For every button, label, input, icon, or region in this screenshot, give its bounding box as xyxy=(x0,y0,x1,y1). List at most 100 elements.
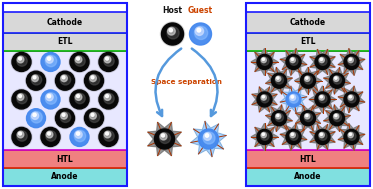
Circle shape xyxy=(54,108,75,129)
Circle shape xyxy=(275,114,283,122)
Circle shape xyxy=(54,70,75,91)
Polygon shape xyxy=(295,106,320,131)
Polygon shape xyxy=(280,124,307,150)
Circle shape xyxy=(349,133,351,136)
Circle shape xyxy=(99,53,118,71)
Circle shape xyxy=(98,126,119,147)
Polygon shape xyxy=(148,122,181,156)
Circle shape xyxy=(256,91,273,108)
Circle shape xyxy=(101,129,116,145)
Circle shape xyxy=(45,55,57,67)
Circle shape xyxy=(320,133,323,136)
Circle shape xyxy=(17,56,24,63)
Circle shape xyxy=(345,93,358,106)
Circle shape xyxy=(162,23,184,45)
Circle shape xyxy=(104,93,114,104)
Circle shape xyxy=(289,58,298,66)
Circle shape xyxy=(69,52,90,72)
Circle shape xyxy=(91,113,94,116)
Circle shape xyxy=(333,113,342,122)
Circle shape xyxy=(343,91,360,108)
Polygon shape xyxy=(252,87,277,112)
Circle shape xyxy=(76,57,79,60)
Circle shape xyxy=(169,29,172,32)
Circle shape xyxy=(40,126,61,147)
Circle shape xyxy=(319,132,327,140)
Circle shape xyxy=(261,95,266,100)
Circle shape xyxy=(290,95,295,100)
Circle shape xyxy=(47,57,51,60)
Circle shape xyxy=(286,54,301,69)
Circle shape xyxy=(159,133,170,145)
Circle shape xyxy=(302,74,314,87)
Circle shape xyxy=(344,92,359,107)
Circle shape xyxy=(319,58,327,66)
Circle shape xyxy=(57,73,73,88)
Circle shape xyxy=(154,129,175,149)
Circle shape xyxy=(319,95,325,100)
Circle shape xyxy=(329,110,345,126)
Circle shape xyxy=(306,115,308,117)
Polygon shape xyxy=(309,86,336,113)
Circle shape xyxy=(89,74,100,85)
Circle shape xyxy=(45,93,57,104)
Circle shape xyxy=(189,23,211,45)
Circle shape xyxy=(261,57,269,65)
Circle shape xyxy=(260,58,269,66)
Circle shape xyxy=(197,28,201,32)
Circle shape xyxy=(69,89,90,110)
Circle shape xyxy=(203,132,215,144)
Circle shape xyxy=(262,58,264,60)
Circle shape xyxy=(315,129,330,144)
Circle shape xyxy=(17,94,24,100)
Circle shape xyxy=(291,58,294,60)
Circle shape xyxy=(257,92,272,107)
Circle shape xyxy=(70,127,89,146)
Circle shape xyxy=(61,112,68,119)
Circle shape xyxy=(347,58,355,66)
Circle shape xyxy=(319,95,327,104)
Circle shape xyxy=(289,133,298,141)
Circle shape xyxy=(275,77,283,85)
Circle shape xyxy=(12,127,31,146)
Circle shape xyxy=(154,128,176,150)
Circle shape xyxy=(12,53,31,71)
Circle shape xyxy=(301,73,316,88)
Circle shape xyxy=(319,57,325,63)
Circle shape xyxy=(273,74,285,87)
Text: Host: Host xyxy=(163,6,182,15)
Circle shape xyxy=(319,57,327,65)
Circle shape xyxy=(19,57,22,60)
Circle shape xyxy=(56,109,75,128)
Circle shape xyxy=(290,57,295,63)
Circle shape xyxy=(316,131,329,143)
Circle shape xyxy=(349,96,351,98)
Bar xyxy=(3,12,127,33)
Text: Anode: Anode xyxy=(294,172,322,181)
Polygon shape xyxy=(280,49,307,75)
Circle shape xyxy=(75,56,82,63)
Circle shape xyxy=(17,131,27,141)
Circle shape xyxy=(348,94,356,103)
Bar xyxy=(246,12,370,33)
Circle shape xyxy=(198,129,219,149)
Circle shape xyxy=(329,72,345,89)
Circle shape xyxy=(62,113,65,116)
Circle shape xyxy=(74,57,85,67)
Circle shape xyxy=(276,114,281,119)
Circle shape xyxy=(32,75,38,82)
Circle shape xyxy=(41,90,60,109)
Circle shape xyxy=(333,76,342,84)
Circle shape xyxy=(262,96,264,98)
Circle shape xyxy=(276,76,281,81)
Circle shape xyxy=(74,130,86,142)
Circle shape xyxy=(272,111,286,126)
Circle shape xyxy=(275,76,283,84)
Circle shape xyxy=(316,56,329,68)
Polygon shape xyxy=(310,125,335,149)
Polygon shape xyxy=(324,105,350,131)
Circle shape xyxy=(70,53,89,71)
Circle shape xyxy=(319,94,327,103)
Circle shape xyxy=(275,113,283,122)
Circle shape xyxy=(60,113,70,123)
